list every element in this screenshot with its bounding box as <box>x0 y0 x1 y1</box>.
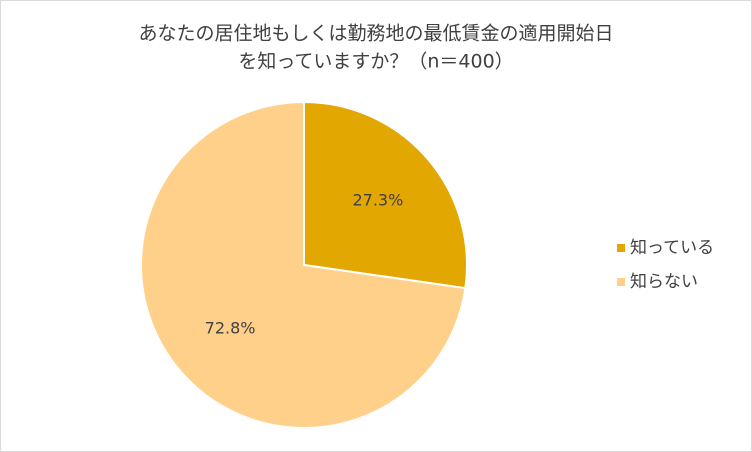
data-label: 27.3% <box>352 190 403 209</box>
legend-swatch <box>617 278 625 286</box>
legend-label: 知っている <box>630 238 714 258</box>
legend-label: 知らない <box>630 272 698 292</box>
legend-swatch <box>617 244 625 252</box>
data-label: 72.8% <box>205 319 256 338</box>
pie-slice <box>140 100 467 429</box>
chart-title: あなたの居住地もしくは勤務地の最低賃金の適用開始日 <box>138 23 613 45</box>
pie-slice <box>303 100 468 290</box>
chart-title: を知っていますか？（n＝400） <box>238 51 513 73</box>
